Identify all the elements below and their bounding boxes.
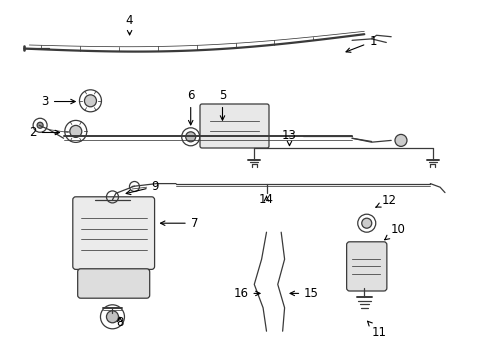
FancyBboxPatch shape — [78, 269, 149, 298]
Text: 3: 3 — [41, 95, 75, 108]
Text: 10: 10 — [384, 223, 404, 240]
Text: 1: 1 — [346, 35, 376, 52]
Circle shape — [70, 125, 81, 138]
Text: 4: 4 — [125, 14, 133, 35]
Text: 11: 11 — [367, 321, 386, 339]
FancyBboxPatch shape — [73, 197, 154, 269]
Text: 8: 8 — [116, 316, 123, 329]
FancyBboxPatch shape — [200, 104, 268, 148]
Text: 7: 7 — [160, 217, 198, 230]
Text: 12: 12 — [375, 194, 396, 207]
Circle shape — [84, 95, 96, 107]
Circle shape — [185, 132, 195, 142]
Circle shape — [361, 218, 371, 228]
Circle shape — [37, 122, 43, 128]
Text: 16: 16 — [233, 287, 260, 300]
Text: 14: 14 — [259, 193, 273, 206]
Text: 9: 9 — [126, 180, 159, 195]
Text: 13: 13 — [282, 129, 296, 146]
Text: 15: 15 — [289, 287, 318, 300]
Text: 5: 5 — [218, 89, 226, 120]
Text: 2: 2 — [29, 126, 60, 139]
FancyBboxPatch shape — [346, 242, 386, 291]
Text: 6: 6 — [186, 89, 194, 125]
Circle shape — [106, 311, 118, 323]
Circle shape — [394, 134, 406, 147]
